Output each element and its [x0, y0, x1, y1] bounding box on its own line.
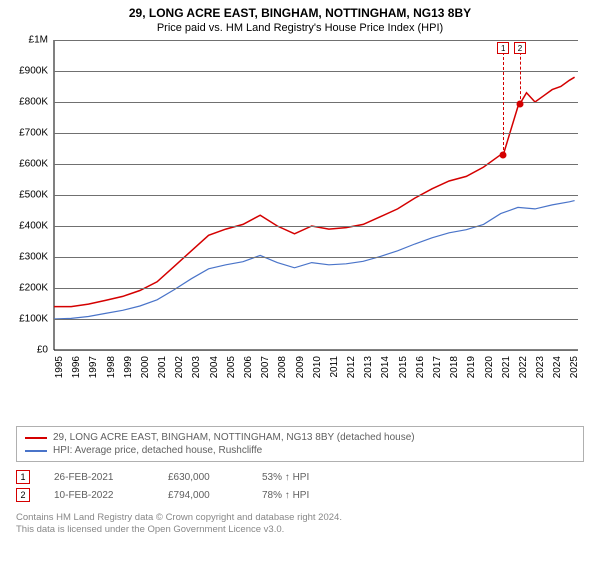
x-tick-label: 2022 — [518, 356, 529, 386]
chart-subtitle: Price paid vs. HM Land Registry's House … — [0, 22, 600, 34]
x-tick-label: 2020 — [484, 356, 495, 386]
chart-container: 29, LONG ACRE EAST, BINGHAM, NOTTINGHAM,… — [0, 6, 600, 566]
x-tick-label: 2025 — [569, 356, 580, 386]
x-tick-label: 2019 — [466, 356, 477, 386]
transaction-price: £794,000 — [168, 490, 238, 501]
credit-line-2: This data is licensed under the Open Gov… — [16, 524, 584, 536]
x-tick-label: 2009 — [295, 356, 306, 386]
credit-line-1: Contains HM Land Registry data © Crown c… — [16, 512, 584, 524]
y-tick-label: £900K — [0, 66, 48, 77]
x-tick-label: 2000 — [140, 356, 151, 386]
y-tick-label: £300K — [0, 252, 48, 263]
marker-label-box: 1 — [497, 42, 509, 54]
gridline — [54, 164, 578, 165]
legend-label: HPI: Average price, detached house, Rush… — [53, 445, 262, 456]
y-tick-label: £1M — [0, 35, 48, 46]
x-tick-label: 2001 — [157, 356, 168, 386]
transaction-price: £630,000 — [168, 472, 238, 483]
legend-swatch — [25, 450, 47, 452]
transactions-table: 1 26-FEB-2021 £630,000 53% ↑ HPI 2 10-FEB-202… — [16, 468, 584, 504]
credit-text: Contains HM Land Registry data © Crown c… — [16, 512, 584, 537]
x-tick-label: 2011 — [329, 356, 340, 386]
transaction-row: 2 10-FEB-2022 £794,000 78% ↑ HPI — [16, 486, 584, 504]
transaction-date: 10-FEB-2022 — [54, 490, 144, 501]
x-tick-label: 2021 — [501, 356, 512, 386]
x-tick-label: 2024 — [552, 356, 563, 386]
gridline — [54, 71, 578, 72]
y-tick-label: £0 — [0, 345, 48, 356]
y-tick-label: £800K — [0, 97, 48, 108]
x-tick-label: 2012 — [346, 356, 357, 386]
x-tick-label: 2014 — [380, 356, 391, 386]
gridline — [54, 319, 578, 320]
gridline — [54, 350, 578, 351]
legend-label: 29, LONG ACRE EAST, BINGHAM, NOTTINGHAM,… — [53, 432, 415, 443]
x-tick-label: 2013 — [363, 356, 374, 386]
x-tick-label: 2008 — [277, 356, 288, 386]
legend-box: 29, LONG ACRE EAST, BINGHAM, NOTTINGHAM,… — [16, 426, 584, 462]
marker-leader-line — [503, 42, 504, 155]
marker-dot — [500, 151, 507, 158]
y-tick-label: £100K — [0, 314, 48, 325]
transaction-delta: 78% ↑ HPI — [262, 490, 309, 501]
transaction-marker-box: 2 — [16, 488, 30, 502]
y-tick-label: £200K — [0, 283, 48, 294]
legend-item: HPI: Average price, detached house, Rush… — [25, 444, 575, 457]
x-tick-label: 2018 — [449, 356, 460, 386]
gridline — [54, 226, 578, 227]
x-tick-label: 2004 — [209, 356, 220, 386]
x-tick-label: 2006 — [243, 356, 254, 386]
legend-item: 29, LONG ACRE EAST, BINGHAM, NOTTINGHAM,… — [25, 431, 575, 444]
x-tick-label: 1999 — [123, 356, 134, 386]
bottom-panel: 29, LONG ACRE EAST, BINGHAM, NOTTINGHAM,… — [16, 426, 584, 537]
transaction-delta: 53% ↑ HPI — [262, 472, 309, 483]
y-tick-label: £600K — [0, 159, 48, 170]
y-tick-label: £700K — [0, 128, 48, 139]
x-tick-label: 2010 — [312, 356, 323, 386]
x-tick-label: 2017 — [432, 356, 443, 386]
legend-swatch — [25, 437, 47, 439]
gridline — [54, 133, 578, 134]
x-tick-label: 1997 — [88, 356, 99, 386]
y-tick-label: £400K — [0, 221, 48, 232]
x-tick-label: 2005 — [226, 356, 237, 386]
transaction-row: 1 26-FEB-2021 £630,000 53% ↑ HPI — [16, 468, 584, 486]
x-tick-label: 1996 — [71, 356, 82, 386]
marker-dot — [516, 100, 523, 107]
gridline — [54, 257, 578, 258]
x-tick-label: 2007 — [260, 356, 271, 386]
chart-title: 29, LONG ACRE EAST, BINGHAM, NOTTINGHAM,… — [0, 6, 600, 20]
marker-label-box: 2 — [514, 42, 526, 54]
y-tick-label: £500K — [0, 190, 48, 201]
gridline — [54, 40, 578, 41]
series-line — [54, 77, 575, 306]
transaction-marker-box: 1 — [16, 470, 30, 484]
x-tick-label: 2023 — [535, 356, 546, 386]
x-tick-label: 2003 — [191, 356, 202, 386]
gridline — [54, 102, 578, 103]
gridline — [54, 195, 578, 196]
gridline — [54, 288, 578, 289]
chart-area: £0 £100K £200K £300K £400K £500K £600K £700K £80… — [0, 38, 600, 398]
x-tick-label: 2002 — [174, 356, 185, 386]
series-line — [54, 201, 575, 319]
chart-svg — [0, 38, 600, 398]
x-tick-label: 1998 — [106, 356, 117, 386]
transaction-date: 26-FEB-2021 — [54, 472, 144, 483]
x-tick-label: 2016 — [415, 356, 426, 386]
x-tick-label: 1995 — [54, 356, 65, 386]
x-tick-label: 2015 — [398, 356, 409, 386]
